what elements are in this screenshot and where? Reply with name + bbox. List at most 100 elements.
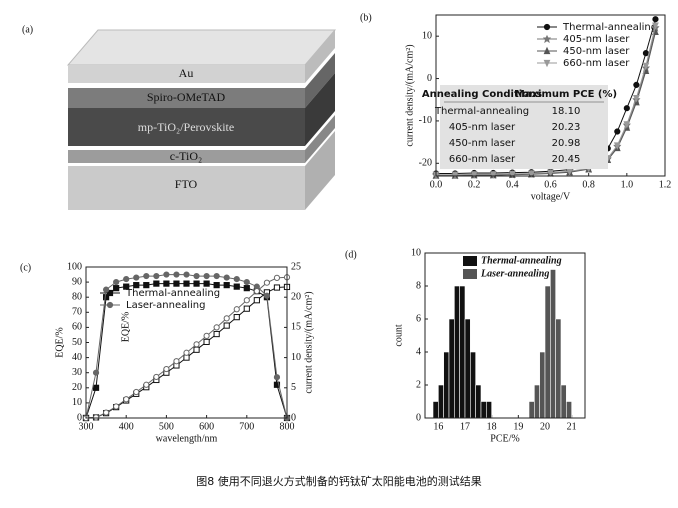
marker <box>451 171 459 180</box>
marker <box>163 271 170 278</box>
hist-bar <box>475 384 482 419</box>
layer-side <box>305 73 335 146</box>
x-tick-label: 300 <box>79 421 94 432</box>
hist-bar <box>566 401 572 419</box>
legend-label: Laser-annealing <box>480 268 549 279</box>
x-tick-label: 21 <box>567 421 577 432</box>
y-tick-label: 0 <box>416 412 421 423</box>
marker <box>203 332 210 339</box>
marker <box>652 16 659 23</box>
y-tick-label: 10 <box>411 247 421 258</box>
x-tick-label: 700 <box>239 421 254 432</box>
hist-bar <box>464 318 471 419</box>
y2-tick-label: 20 <box>291 291 301 302</box>
hist-bar <box>544 285 551 419</box>
legend-label: Laser-annealing <box>126 300 205 311</box>
y-tick-label: 20 <box>72 382 82 393</box>
x-tick-label: 0.6 <box>544 179 557 190</box>
marker <box>113 403 120 410</box>
y-tick-label: 50 <box>72 337 82 348</box>
marker <box>547 169 554 177</box>
marker <box>203 280 210 287</box>
marker <box>632 94 640 103</box>
legend-swatch <box>463 256 477 266</box>
marker <box>233 283 240 290</box>
marker <box>92 369 100 376</box>
marker <box>528 170 535 178</box>
caption: 图8 使用不同退火方式制备的钙钛矿太阳能电池的测试结果 <box>196 474 482 488</box>
hist-bar <box>480 401 487 419</box>
layer-side <box>305 30 335 83</box>
marker <box>193 272 200 280</box>
marker <box>123 396 130 403</box>
hist-bar <box>470 351 476 419</box>
layer-label: mp-TiO₂/Perovskite <box>138 120 234 134</box>
layer-ctio2 <box>68 150 305 163</box>
marker <box>542 34 552 44</box>
layer-label: Au <box>179 66 194 80</box>
y-tick-label: -20 <box>419 158 432 169</box>
y-tick-label: 90 <box>72 276 82 287</box>
x-tick-label: 800 <box>280 421 295 432</box>
legend-label: 660-nm laser <box>563 58 630 69</box>
marker <box>133 282 140 289</box>
marker <box>243 279 250 286</box>
marker <box>92 384 100 391</box>
marker <box>153 373 160 381</box>
y-tick-label: 2 <box>416 379 421 390</box>
y2-tick-label: 15 <box>291 322 301 333</box>
marker <box>163 365 170 373</box>
y-tick-label: 60 <box>72 322 82 333</box>
y-tick-label: 4 <box>416 346 421 357</box>
marker <box>193 346 200 353</box>
marker <box>243 305 250 312</box>
marker <box>213 330 220 338</box>
table-cell: 18.10 <box>552 106 581 117</box>
x-tick-label: 19 <box>513 421 523 432</box>
hist-bar <box>454 285 460 419</box>
marker <box>106 301 114 309</box>
panel-label: (b) <box>360 12 372 23</box>
x-axis-label: wavelength/nm <box>156 433 218 444</box>
hist-bar <box>438 384 444 419</box>
layer-au <box>68 65 305 83</box>
marker <box>133 274 140 281</box>
marker <box>123 275 130 283</box>
marker <box>273 374 281 381</box>
marker <box>273 381 281 388</box>
marker <box>243 297 250 304</box>
legend-label: Thermal-annealing <box>562 22 657 33</box>
layer-label: c-TiO₂ <box>170 149 202 163</box>
y-axis-label: count <box>393 324 404 346</box>
marker <box>642 50 650 57</box>
hist-bar <box>486 401 492 419</box>
y-axis-label: current density/(mA/cm²) <box>404 44 415 146</box>
marker <box>113 279 120 286</box>
table-cell: 405-nm laser <box>449 122 516 133</box>
plot-frame <box>424 252 586 419</box>
hist-bar <box>560 384 567 419</box>
marker <box>113 285 120 292</box>
y-axis-label: EQE/% <box>54 327 65 358</box>
y-tick-label: 80 <box>72 291 82 302</box>
marker <box>613 142 621 150</box>
y-tick-label: 70 <box>72 307 82 318</box>
x-tick-label: 600 <box>199 421 214 432</box>
x-axis-label: PCE/% <box>490 433 519 444</box>
marker <box>223 282 230 289</box>
marker <box>143 381 150 388</box>
marker <box>543 46 551 55</box>
x-tick-label: 0.8 <box>582 179 595 190</box>
marker <box>273 284 281 291</box>
y-tick-label: 40 <box>72 352 82 363</box>
table-cell: 20.45 <box>552 154 581 165</box>
marker <box>123 283 130 290</box>
hist-bar <box>432 401 439 419</box>
panel-label: (a) <box>22 24 33 35</box>
marker <box>489 171 497 179</box>
legend-label: 405-nm laser <box>563 34 630 45</box>
marker <box>253 288 260 295</box>
layer-top <box>66 29 337 66</box>
plot-frame <box>435 14 666 177</box>
